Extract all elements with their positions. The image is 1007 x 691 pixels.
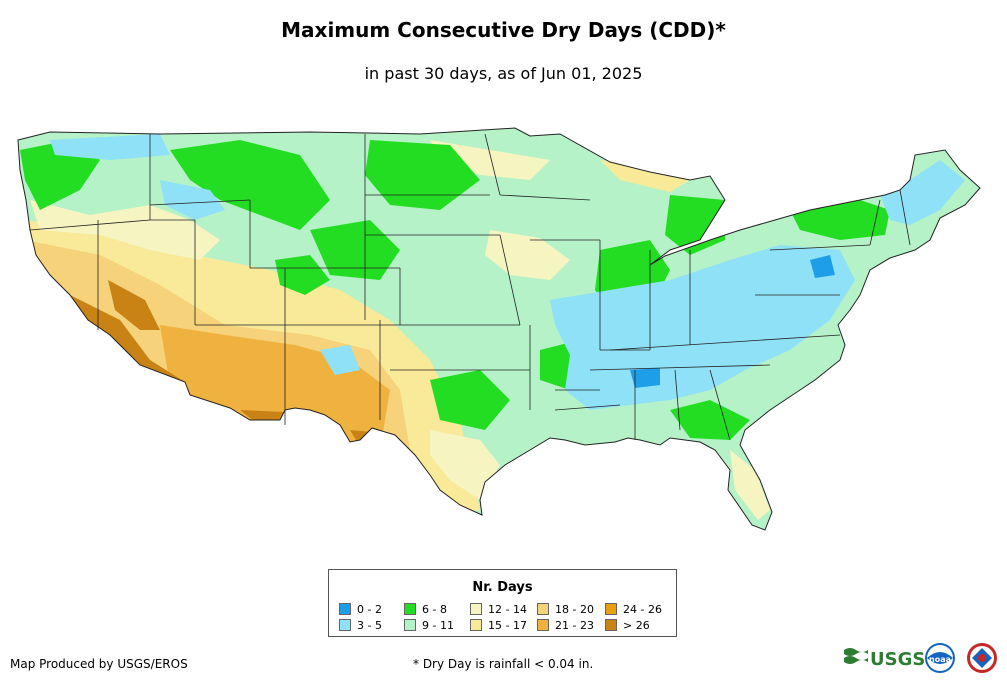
legend-title: Nr. Days [472,580,533,595]
legend-label: 15 - 17 [488,619,527,632]
usgs-logo: USGS [844,648,925,670]
map-title: Maximum Consecutive Dry Days (CDD)* [281,18,726,42]
map-subtitle: in past 30 days, as of Jun 01, 2025 [364,64,643,83]
legend-swatch [404,619,416,631]
legend-item-24-26: 24 - 26 [605,603,662,617]
conus-cdd-map [17,127,981,531]
legend-swatch [605,619,617,631]
nws-logo [967,643,997,673]
legend-label: > 26 [623,619,650,632]
legend-item-3-5: 3 - 5 [339,619,382,633]
legend-label: 0 - 2 [357,603,382,616]
legend-label: 18 - 20 [555,603,594,616]
map-credit: Map Produced by USGS/EROS [10,657,188,671]
legend-item-18-20: 18 - 20 [537,603,594,617]
legend: Nr. Days 0 - 2 3 - 5 6 - 8 9 - 11 12 - 1… [328,569,677,637]
legend-item-15-17: 15 - 17 [470,619,527,633]
legend-item-6-8: 6 - 8 [404,603,447,617]
legend-swatch [470,619,482,631]
legend-item-0-2: 0 - 2 [339,603,382,617]
legend-label: 12 - 14 [488,603,527,616]
legend-label: 9 - 11 [422,619,454,632]
noaa-logo: noaa [925,643,955,673]
legend-label: 21 - 23 [555,619,594,632]
legend-item-12-14: 12 - 14 [470,603,527,617]
noaa-wordmark: noaa [929,655,951,664]
dry-day-footnote: * Dry Day is rainfall < 0.04 in. [413,657,594,671]
legend-swatch [537,603,549,615]
legend-swatch [605,603,617,615]
legend-swatch [404,603,416,615]
legend-item-9-11: 9 - 11 [404,619,454,633]
usgs-wordmark: USGS [870,649,925,670]
legend-swatch [339,603,351,615]
legend-item-gt-26: > 26 [605,619,650,633]
legend-swatch [339,619,351,631]
legend-label: 3 - 5 [357,619,382,632]
legend-swatch [537,619,549,631]
legend-item-21-23: 21 - 23 [537,619,594,633]
legend-label: 6 - 8 [422,603,447,616]
agency-logos: USGS noaa [844,643,997,673]
legend-label: 24 - 26 [623,603,662,616]
legend-swatch [470,603,482,615]
